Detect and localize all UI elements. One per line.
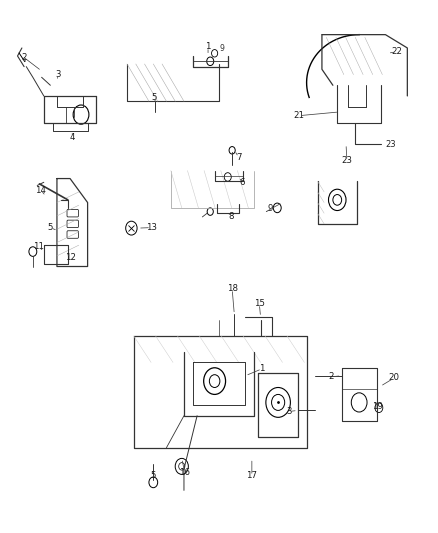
- Text: 2: 2: [328, 373, 333, 381]
- Text: 3: 3: [56, 70, 61, 79]
- Text: 5: 5: [48, 223, 53, 232]
- Text: 21: 21: [293, 111, 305, 120]
- Text: 16: 16: [179, 469, 191, 477]
- Text: 18: 18: [226, 285, 238, 293]
- Text: 4: 4: [70, 133, 75, 142]
- Text: 23: 23: [385, 140, 396, 149]
- Text: 17: 17: [246, 472, 258, 480]
- Text: 23: 23: [341, 157, 353, 165]
- Text: 22: 22: [391, 47, 402, 56]
- Text: 20: 20: [389, 374, 400, 382]
- Text: 12: 12: [65, 253, 77, 262]
- Text: 9: 9: [268, 205, 273, 213]
- Text: 3: 3: [286, 407, 292, 416]
- Text: 1: 1: [259, 365, 265, 373]
- Text: 1: 1: [205, 43, 211, 51]
- Text: 5: 5: [152, 93, 157, 101]
- Text: 15: 15: [254, 300, 265, 308]
- Text: 7: 7: [236, 153, 241, 161]
- Text: 19: 19: [372, 402, 383, 410]
- Text: 9: 9: [219, 44, 224, 53]
- Text: 5: 5: [151, 471, 156, 480]
- Text: 11: 11: [33, 242, 44, 251]
- Text: 6: 6: [240, 178, 245, 187]
- Text: 2: 2: [21, 53, 27, 61]
- Text: 8: 8: [228, 213, 233, 221]
- Text: 14: 14: [35, 186, 46, 195]
- Text: 13: 13: [145, 223, 157, 232]
